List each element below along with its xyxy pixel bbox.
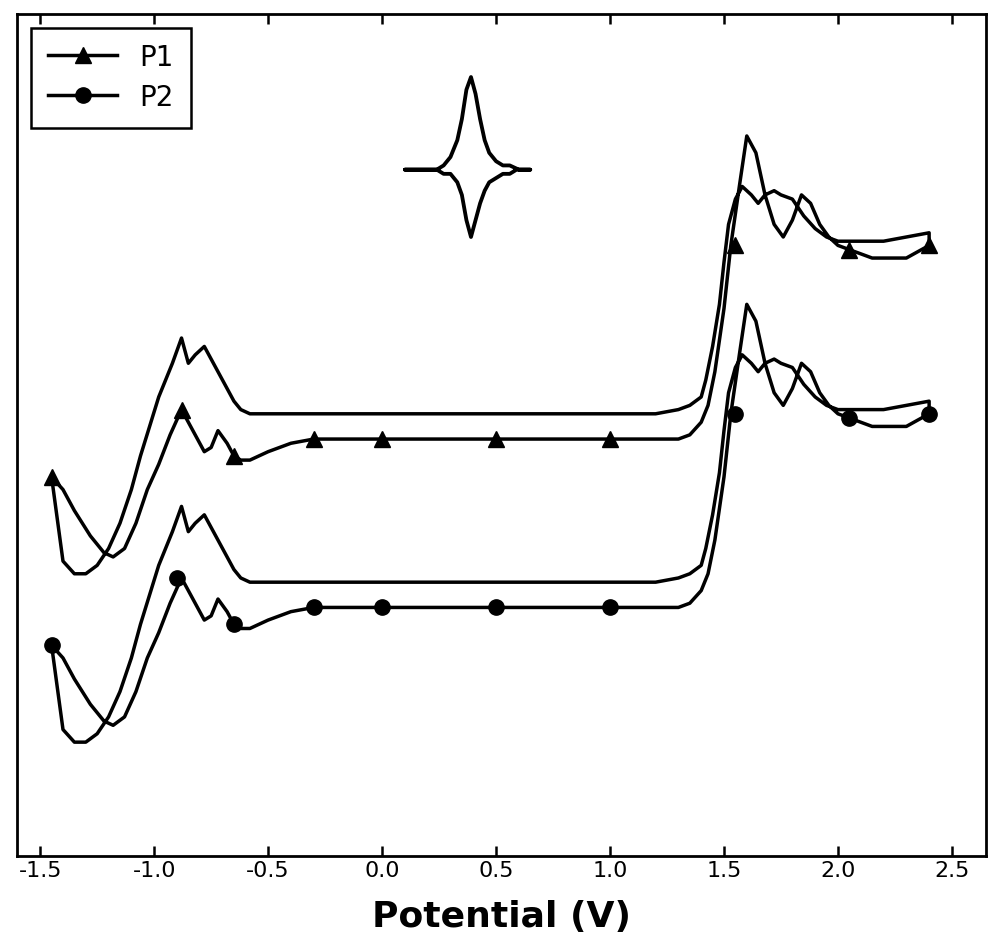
Legend: P1, P2: P1, P2	[31, 27, 191, 128]
X-axis label: Potential (V): Potential (V)	[372, 900, 631, 934]
